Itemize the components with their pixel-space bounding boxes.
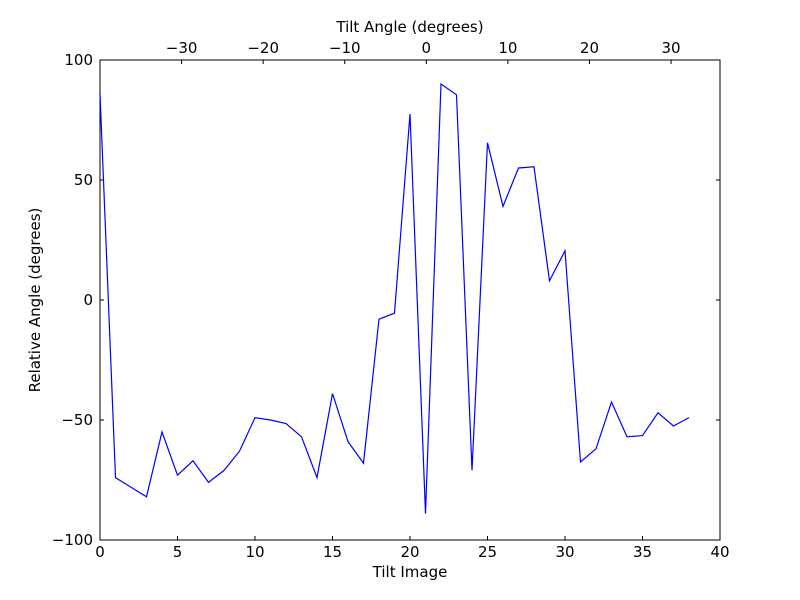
x-tick-label: 15 [323, 543, 342, 561]
x-axis-label: Tilt Image [372, 563, 448, 581]
x-tick-label: 0 [95, 543, 105, 561]
top-x-tick-label: 20 [580, 39, 599, 57]
x-tick-label: 35 [633, 543, 652, 561]
y-tick-label: 50 [74, 171, 93, 189]
y-tick-label: 100 [64, 51, 93, 69]
tick-labels: 0 5 10 15 20 25 30 35 40−30 −20 −10 0 10 20 30−100−500… [52, 39, 730, 561]
top-x-tick-label: −10 [329, 39, 361, 57]
top-x-tick-label: −30 [166, 39, 198, 57]
series-line [99, 82, 690, 514]
top-x-tick-label: 0 [422, 39, 432, 57]
top-x-tick-label: −20 [247, 39, 279, 57]
y-tick-label: −50 [61, 411, 93, 429]
top-x-tick-label: 30 [662, 39, 681, 57]
y-tick-label: 0 [83, 291, 93, 309]
y-tick-label: −100 [52, 531, 93, 549]
y-axis-label: Relative Angle (degrees) [26, 208, 44, 393]
x-tick-label: 10 [245, 543, 264, 561]
x-tick-label: 30 [555, 543, 574, 561]
top-x-tick-label: 10 [498, 39, 517, 57]
x-tick-label: 40 [710, 543, 729, 561]
x-tick-label: 20 [400, 543, 419, 561]
tick-marks [99, 59, 721, 541]
top-x-axis-label: Tilt Angle (degrees) [335, 18, 483, 36]
x-tick-label: 25 [478, 543, 497, 561]
plot-area [99, 59, 721, 541]
x-tick-label: 5 [173, 543, 183, 561]
